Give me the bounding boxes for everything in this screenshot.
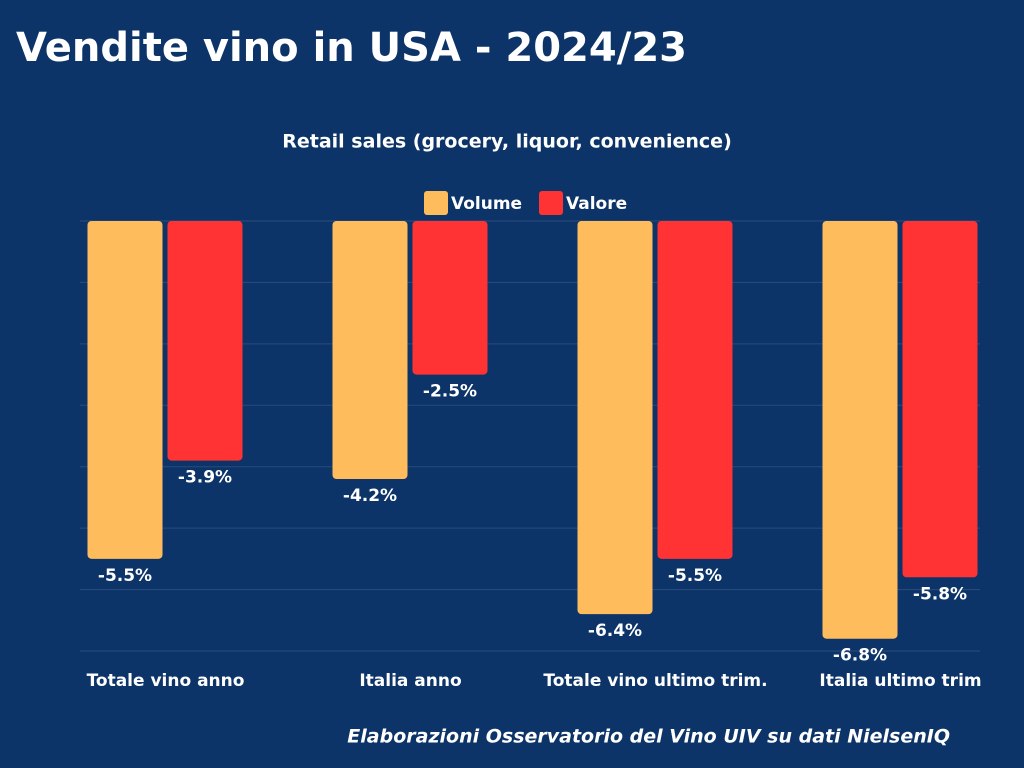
bar	[87, 221, 163, 559]
bar	[167, 221, 243, 461]
legend-label: Valore	[566, 194, 627, 214]
data-label: -6.8%	[833, 646, 887, 666]
legend-swatch	[424, 191, 448, 215]
bar	[577, 221, 653, 615]
legend-label: Volume	[451, 194, 522, 214]
data-label: -5.8%	[913, 584, 967, 604]
x-tick-label: Totale vino anno	[87, 671, 245, 691]
data-label: -5.5%	[98, 566, 152, 586]
data-label: -6.4%	[588, 621, 642, 641]
chart-subtitle: Retail sales (grocery, liquor, convenien…	[282, 131, 732, 153]
bar	[332, 221, 408, 479]
data-label: -4.2%	[343, 486, 397, 506]
data-label: -5.5%	[668, 566, 722, 586]
x-tick-label: Totale vino ultimo trim.	[543, 671, 767, 691]
legend-swatch	[539, 191, 563, 215]
data-label: -3.9%	[178, 468, 232, 488]
chart-title: Vendite vino in USA - 2024/23	[16, 25, 687, 71]
bar	[902, 221, 978, 578]
bar	[412, 221, 488, 375]
bar	[822, 221, 898, 639]
bar	[657, 221, 733, 559]
x-tick-label: Italia ultimo trim	[819, 671, 981, 691]
x-tick-label: Italia anno	[359, 671, 461, 691]
data-label: -2.5%	[423, 382, 477, 402]
source-note: Elaborazioni Osservatorio del Vino UIV s…	[347, 726, 950, 748]
